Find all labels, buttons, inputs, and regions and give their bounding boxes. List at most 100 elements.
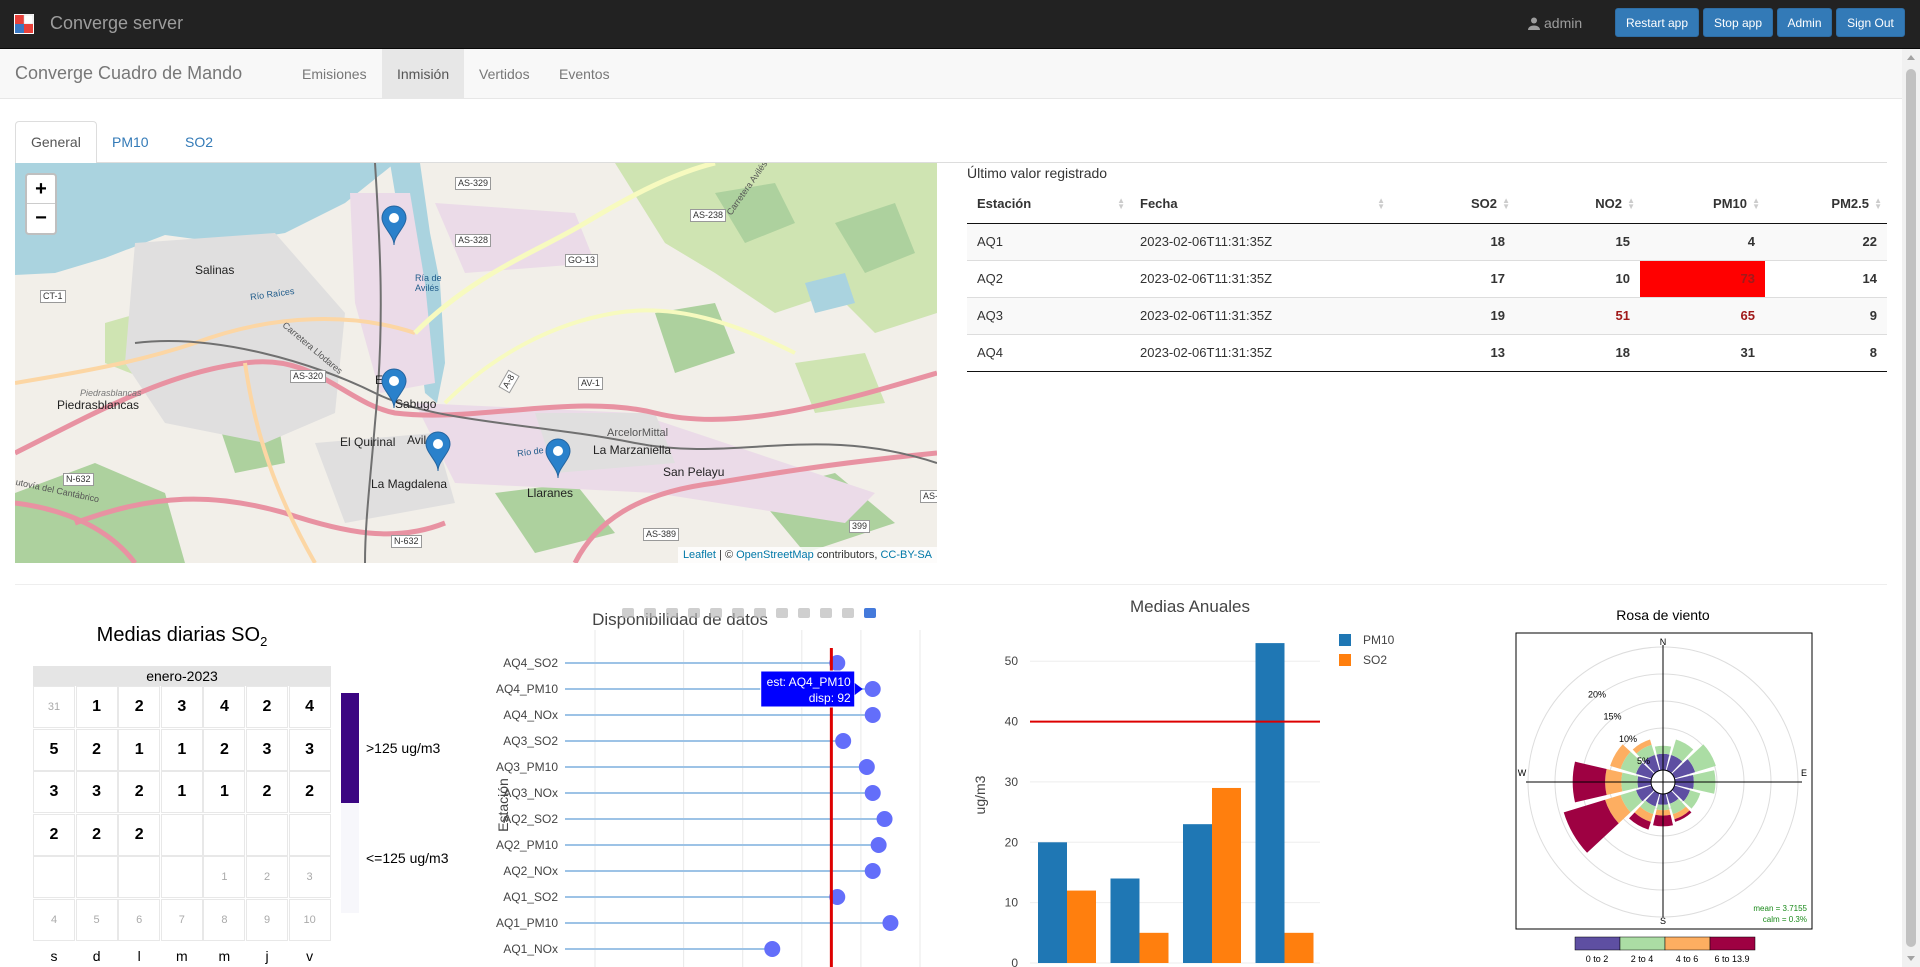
tab-so2[interactable]: SO2 <box>185 134 214 150</box>
nav-item-vertidos[interactable]: Vertidos <box>479 66 530 82</box>
availability-point[interactable] <box>882 915 899 931</box>
calendar-day-cell: 2 <box>203 728 246 771</box>
page-scrollbar[interactable] <box>1902 49 1920 967</box>
calendar-weekday-label: m <box>175 947 188 964</box>
compare-icon[interactable] <box>842 608 854 618</box>
zoom-out-button[interactable]: − <box>35 207 47 229</box>
bar-so2-aq2[interactable] <box>1139 932 1169 963</box>
radial-tick-label: 10% <box>1619 734 1637 744</box>
home-icon[interactable] <box>798 608 810 618</box>
admin-button[interactable]: Admin <box>1777 8 1832 37</box>
zoom-icon[interactable] <box>644 608 656 618</box>
calendar-day-cell: 2 <box>118 771 161 814</box>
legend-label[interactable]: PM10 <box>1363 633 1395 647</box>
cell-pm25: 9 <box>1765 297 1887 335</box>
availability-point[interactable] <box>876 811 893 827</box>
legend-swatch[interactable] <box>1339 654 1351 666</box>
col-header-pm25[interactable]: PM2.5 ▲ ▼ <box>1765 185 1887 224</box>
wind-sector-segment <box>1674 810 1692 822</box>
lasso-icon[interactable] <box>710 608 722 618</box>
place-piedrasblancas: Piedrasblancas <box>57 398 140 412</box>
nav-item-eventos[interactable]: Eventos <box>559 66 610 82</box>
availability-point[interactable] <box>858 759 875 775</box>
availability-point[interactable] <box>829 655 846 671</box>
bar-pm10-aq1[interactable] <box>1038 842 1067 963</box>
nav-item-emisiones[interactable]: Emisiones <box>302 66 367 82</box>
col-header-estacion[interactable]: Estación ▲ ▼ <box>967 185 1130 224</box>
station-marker-aq1[interactable] <box>381 205 407 245</box>
calendar-day-cell: 2 <box>75 813 118 856</box>
leaflet-link[interactable]: Leaflet <box>682 549 716 561</box>
bar-pm10-aq4[interactable] <box>1255 643 1285 963</box>
legend-label[interactable]: SO2 <box>1363 653 1387 667</box>
calendar-day-cell: 31 <box>33 686 75 728</box>
availability-point[interactable] <box>864 707 881 723</box>
osm-link[interactable]: OpenStreetMap <box>736 549 814 561</box>
zoom-out-icon[interactable] <box>754 608 766 618</box>
availability-chart[interactable]: Disponibilidad de datos Estación AQ4_SO2 AQ… <box>480 600 940 967</box>
pan-icon[interactable] <box>666 608 678 618</box>
table-header-row: Estación ▲ ▼ Fecha ▲ ▼ SO2 ▲ ▼ NO2 ▲ ▼ PM10 ▲ ▼ PM… <box>967 185 1887 224</box>
sort-icon: ▲ ▼ <box>1502 196 1510 211</box>
col-header-pm10[interactable]: PM10 ▲ ▼ <box>1640 185 1765 224</box>
stop-app-button[interactable]: Stop app <box>1703 8 1773 37</box>
col-header-fecha[interactable]: Fecha ▲ ▼ <box>1130 185 1390 224</box>
legend-high-label: >125 ug/m3 <box>366 740 441 756</box>
app-title[interactable]: Converge server <box>50 13 184 33</box>
availability-point[interactable] <box>764 941 781 957</box>
calendar-day-cell <box>160 856 203 899</box>
availability-point[interactable] <box>870 837 887 853</box>
annual-means-chart[interactable]: Medias Anuales ug/m3 0 10 20 30 40 50 PM10 SO2 <box>965 595 1435 967</box>
bar-so2-aq1[interactable] <box>1067 890 1096 963</box>
availability-point[interactable] <box>864 863 881 879</box>
radial-tick-label: 5% <box>1637 756 1650 766</box>
table-row: AQ4 2023-02-06T11:31:35Z 13 18 31 8 <box>967 334 1887 372</box>
scrollbar-thumb[interactable] <box>1906 69 1916 947</box>
bar-pm10-aq2[interactable] <box>1110 878 1140 964</box>
y-tick-label: AQ1_PM10 <box>496 916 558 930</box>
calendar-day-cell: 1 <box>203 856 246 899</box>
scroll-up-arrow-icon[interactable] <box>1907 55 1915 60</box>
license-link[interactable]: CC-BY-SA <box>880 549 932 561</box>
tab-general[interactable]: General <box>15 121 97 164</box>
bar-pm10-aq3[interactable] <box>1183 824 1212 963</box>
col-header-no2[interactable]: NO2 ▲ ▼ <box>1515 185 1640 224</box>
wind-sector-segment <box>1634 806 1654 822</box>
station-marker-aq3[interactable] <box>425 431 451 471</box>
wind-legend-label: 2 to 4 <box>1631 954 1654 964</box>
station-marker-aq4[interactable] <box>545 438 571 478</box>
calendar-day-cell: 2 <box>246 771 288 814</box>
legend-swatch[interactable] <box>1339 634 1351 646</box>
cell-fecha: 2023-02-06T11:31:35Z <box>1130 223 1390 261</box>
plotly-icon[interactable] <box>864 608 876 618</box>
sign-out-button[interactable]: Sign Out <box>1836 8 1905 37</box>
wind-sector-segment <box>1683 790 1701 809</box>
autoscale-icon[interactable] <box>776 608 788 618</box>
calendar-day-cell: 2 <box>288 771 331 814</box>
cell-so2: 19 <box>1390 297 1515 335</box>
zoom-in-icon[interactable] <box>732 608 744 618</box>
wind-legend-swatch <box>1574 936 1621 951</box>
station-marker-aq2[interactable] <box>381 368 407 408</box>
availability-point[interactable] <box>864 785 881 801</box>
dashboard-title[interactable]: Converge Cuadro de Mando <box>15 63 243 83</box>
tab-pm10[interactable]: PM10 <box>112 134 149 150</box>
availability-point[interactable] <box>864 681 881 697</box>
scroll-down-arrow-icon[interactable] <box>1907 956 1915 961</box>
nav-item-inmision[interactable]: Inmisión <box>382 49 465 99</box>
calendar-day-cell: 2 <box>246 686 288 728</box>
spike-icon[interactable] <box>820 608 832 618</box>
box-select-icon[interactable] <box>688 608 700 618</box>
stations-map[interactable]: Salinas Piedrasblancas El Quirinal La Ma… <box>15 163 937 563</box>
bar-so2-aq4[interactable] <box>1284 932 1314 963</box>
availability-point[interactable] <box>829 889 846 905</box>
wind-sector-segment <box>1643 755 1660 774</box>
y-axis-label: ug/m3 <box>972 775 988 814</box>
chart-title: Medias Anuales <box>1130 597 1250 616</box>
col-header-so2[interactable]: SO2 ▲ ▼ <box>1390 185 1515 224</box>
camera-icon[interactable] <box>622 608 634 618</box>
zoom-in-button[interactable]: + <box>27 175 55 204</box>
bar-so2-aq3[interactable] <box>1212 787 1241 963</box>
availability-point[interactable] <box>835 733 852 749</box>
restart-app-button[interactable]: Restart app <box>1615 8 1699 37</box>
